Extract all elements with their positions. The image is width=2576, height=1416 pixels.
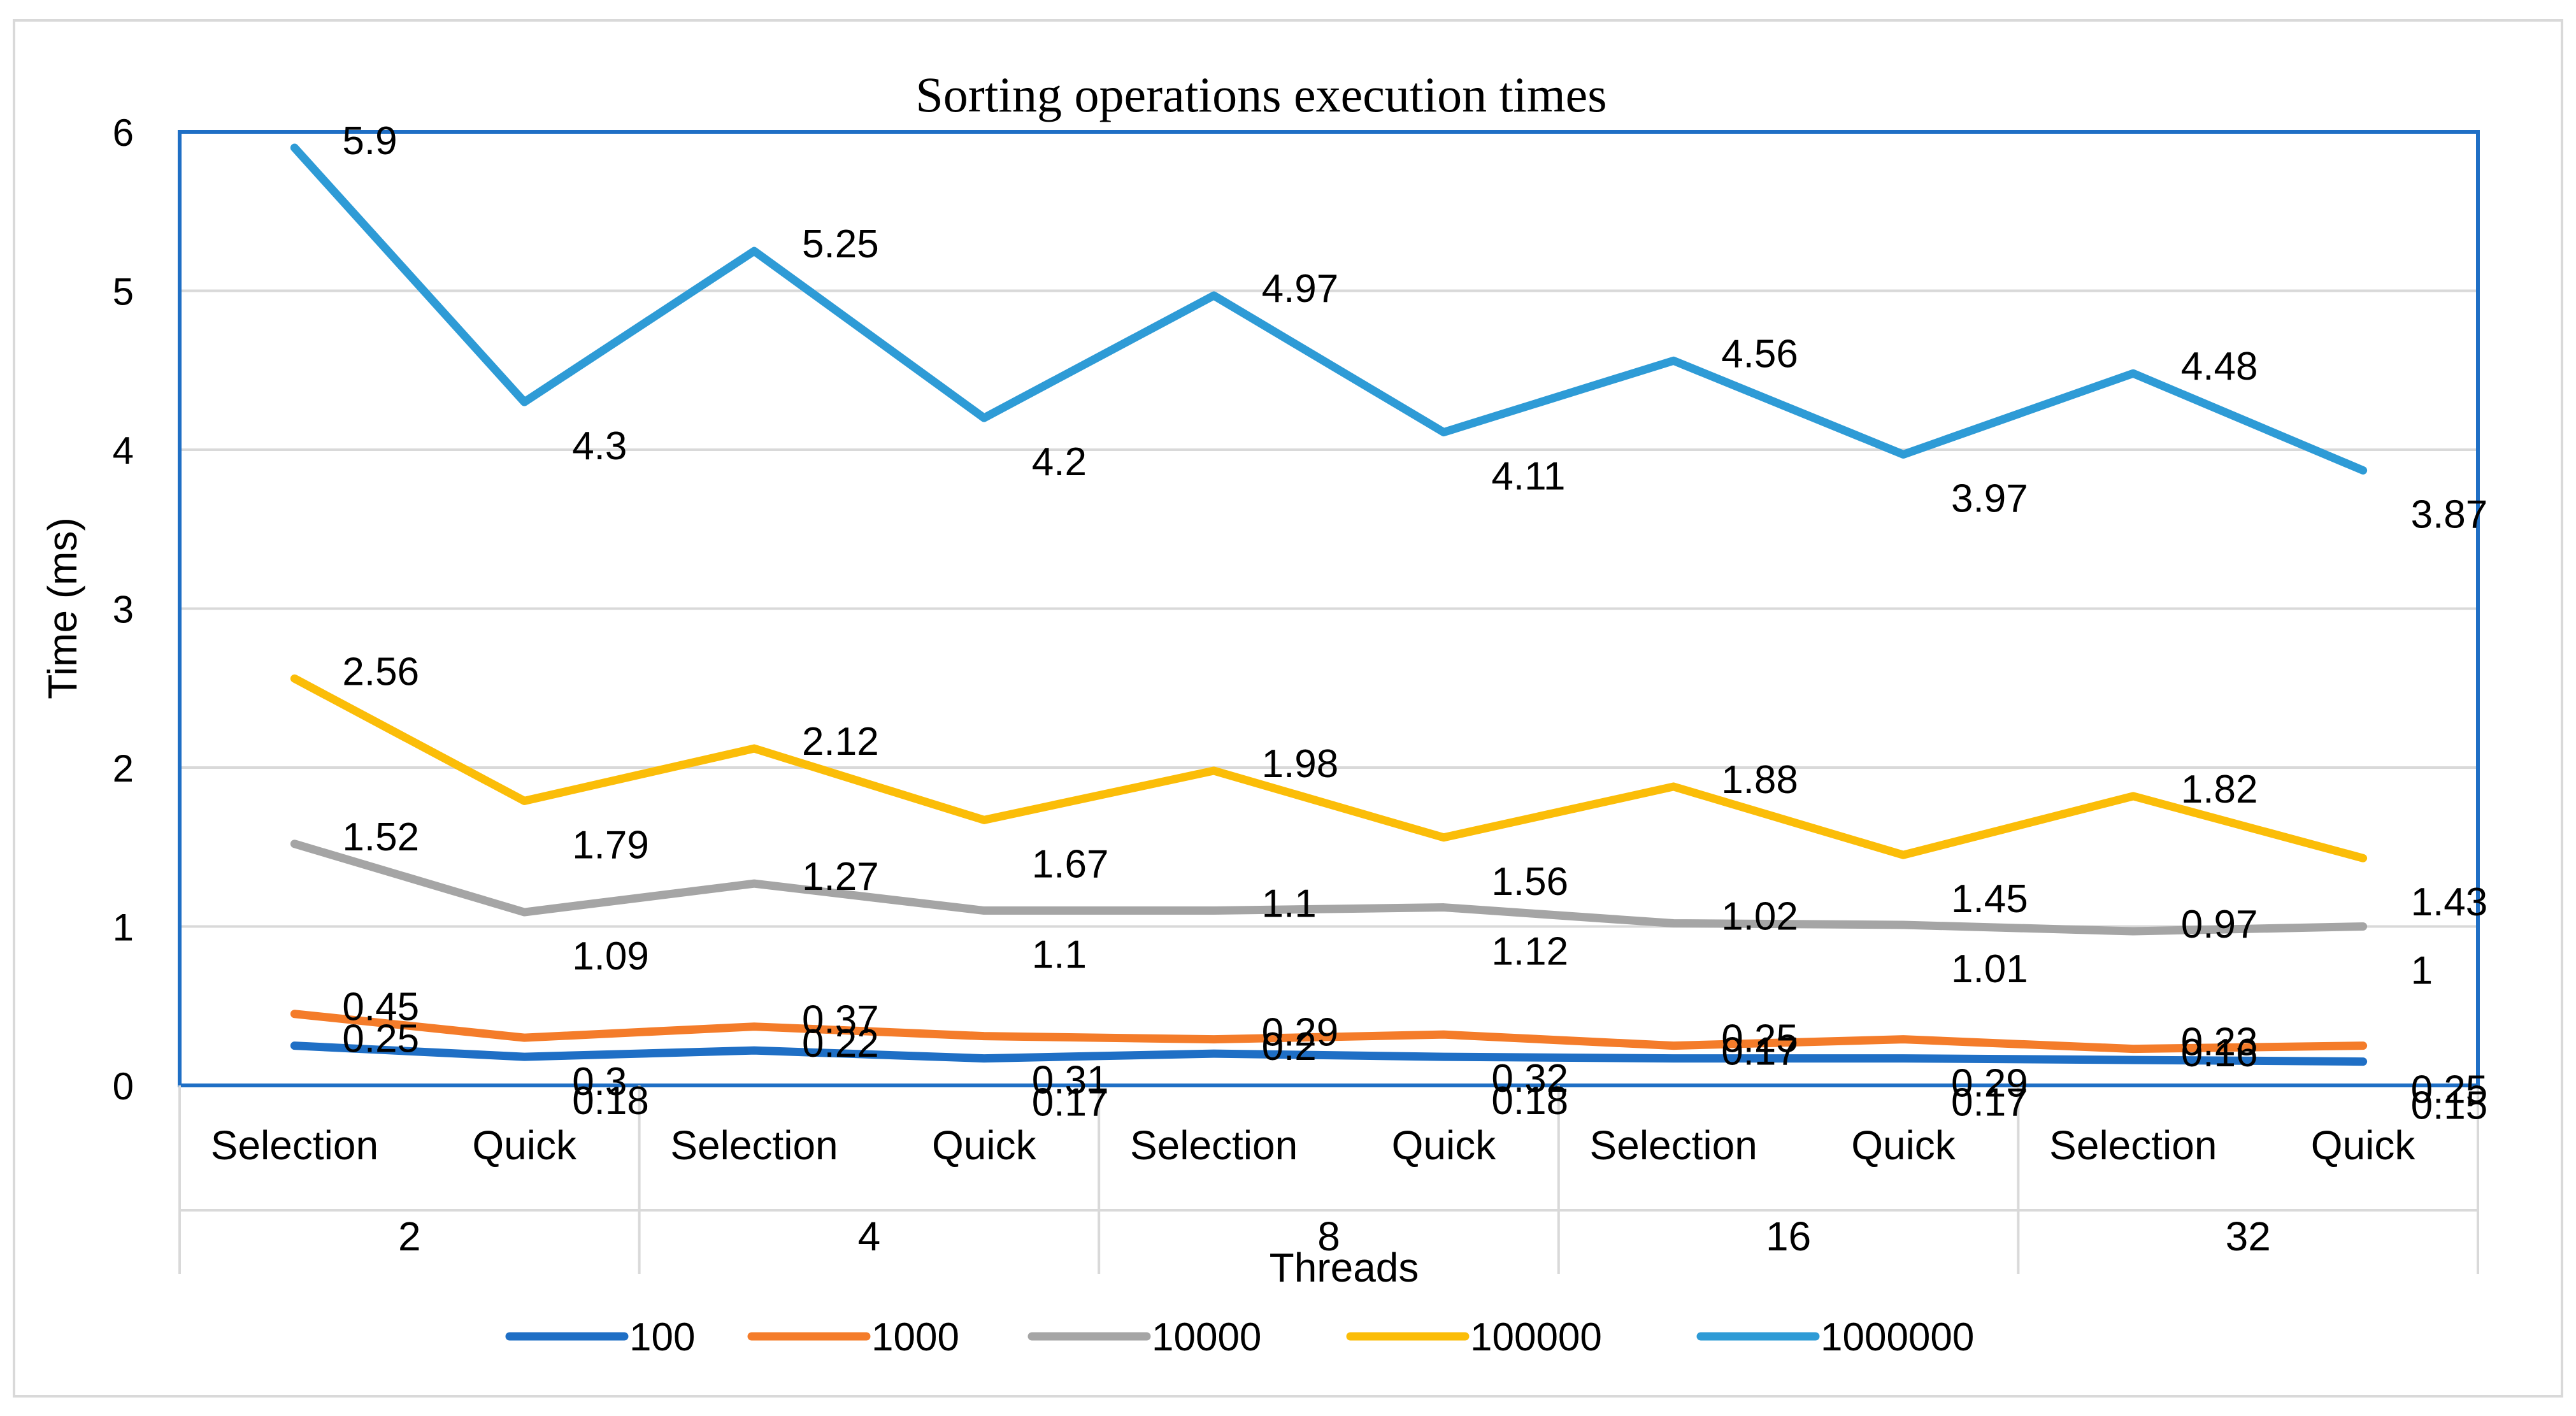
data-label: 0.17 [1721,1030,1798,1074]
x-tick-label: Quick [472,1122,577,1168]
x-tick-label: Selection [1590,1122,1757,1168]
legend-label: 1000000 [1821,1315,1974,1359]
data-label: 1.09 [572,934,649,978]
data-label: 4.2 [1032,440,1087,484]
series-line-100000 [290,674,2368,862]
data-label: 4.97 [1262,267,1339,311]
y-axis-label: Time (ms) [39,517,85,699]
data-label: 1.88 [1721,758,1798,802]
data-label: 2.12 [802,720,879,764]
data-label: 0.31 [1032,1059,1109,1103]
data-label: 0.32 [1491,1057,1568,1101]
y-tick-label: 6 [113,111,134,154]
data-label: 5.9 [342,119,397,163]
data-label: 0.18 [1491,1079,1568,1123]
data-label: 0.17 [1951,1081,2028,1125]
data-label: 4.11 [1491,455,1565,499]
group-label: 8 [1317,1213,1340,1259]
series-lines [290,143,2368,1066]
y-tick-label: 5 [113,271,134,313]
series-line-1000000 [290,143,2368,475]
legend-label: 100000 [1470,1315,1602,1359]
data-label: 0.29 [1951,1062,2028,1106]
y-tick-label: 3 [113,589,134,631]
data-label: 1.27 [802,855,879,899]
data-label: 1.67 [1032,842,1109,886]
chart-outer-border [13,19,2563,1398]
group-label: 32 [2226,1213,2271,1259]
axes: 0 1 2 3 4 5 6 Selection Quick Selection Quick Selec… [113,111,2479,1274]
data-label: 0.23 [2181,1020,2258,1064]
legend-label: 1000 [871,1315,959,1359]
x-tick-label: Quick [1392,1122,1497,1168]
y-tick-label: 2 [113,747,134,790]
data-labels: 0.250.180.220.170.20.180.170.170.160.150… [342,119,2487,1128]
data-label: 0.37 [802,998,879,1042]
data-label: 0.29 [1262,1011,1339,1055]
data-label: 1 [2411,949,2433,993]
data-label: 0.2 [1262,1025,1317,1069]
x-axis-label: Threads [1270,1245,1419,1291]
y-tick-label: 4 [113,429,134,472]
legend-label: 100 [629,1315,695,1359]
x-tick-label: Selection [2049,1122,2217,1168]
legend: 100 1000 10000 100000 1000000 [505,1315,1974,1359]
data-label: 1.79 [572,823,649,867]
data-label: 0.17 [1032,1081,1109,1125]
data-label: 5.25 [802,222,879,266]
data-label: 1.02 [1721,895,1798,939]
x-tick-label: Quick [1851,1122,1956,1168]
data-label: 0.25 [2411,1068,2488,1112]
data-label: 1.82 [2181,768,2258,812]
x-tick-label: Quick [2311,1122,2416,1168]
data-label: 1.01 [1951,947,2028,991]
data-label: 1.52 [342,815,419,859]
data-label: 3.87 [2411,492,2488,536]
legend-label: 10000 [1152,1315,1261,1359]
data-label: 0.25 [1721,1017,1798,1061]
group-label: 16 [1766,1213,1811,1259]
data-label: 4.48 [2181,345,2258,389]
data-label: 0.15 [2411,1084,2488,1128]
x-tick-label: Selection [1130,1122,1298,1168]
data-label: 1.98 [1262,742,1339,786]
x-tick-label: Selection [211,1122,378,1168]
series-line-100 [290,1041,2368,1066]
data-label: 0.18 [572,1079,649,1123]
data-label: 1.1 [1262,882,1317,926]
x-tick-label: Selection [670,1122,838,1168]
data-label: 3.97 [1951,476,2028,520]
data-label: 1.56 [1491,860,1568,904]
group-label: 4 [858,1213,881,1259]
y-tick-label: 0 [113,1065,134,1108]
data-label: 1.1 [1032,933,1087,977]
data-label: 0.25 [342,1017,419,1061]
chart-title: Sorting operations execution times [915,67,1606,122]
data-label: 2.56 [342,650,419,694]
data-label: 0.97 [2181,903,2258,947]
data-label: 0.16 [2181,1031,2258,1075]
data-label: 0.45 [342,985,419,1029]
data-label: 1.12 [1491,930,1568,974]
x-tick-label: Quick [932,1122,1037,1168]
data-label: 0.22 [802,1022,879,1066]
group-label: 2 [398,1213,421,1259]
plot-area-border [178,130,2480,1087]
data-label: 4.56 [1721,332,1798,376]
data-label: 0.3 [572,1060,627,1104]
data-label: 1.45 [1951,877,2028,921]
y-tick-label: 1 [113,906,134,949]
series-line-10000 [290,840,2368,936]
data-label: 1.43 [2411,880,2488,924]
series-line-1000 [290,1010,2368,1054]
data-label: 4.3 [572,424,627,468]
